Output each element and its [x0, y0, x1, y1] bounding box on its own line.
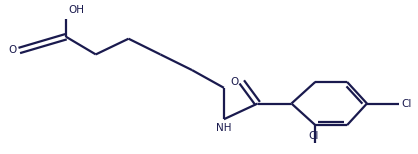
Text: NH: NH: [216, 123, 232, 133]
Text: Cl: Cl: [308, 131, 319, 141]
Text: OH: OH: [68, 5, 84, 15]
Text: O: O: [8, 45, 16, 55]
Text: O: O: [231, 77, 239, 87]
Text: Cl: Cl: [402, 99, 412, 109]
